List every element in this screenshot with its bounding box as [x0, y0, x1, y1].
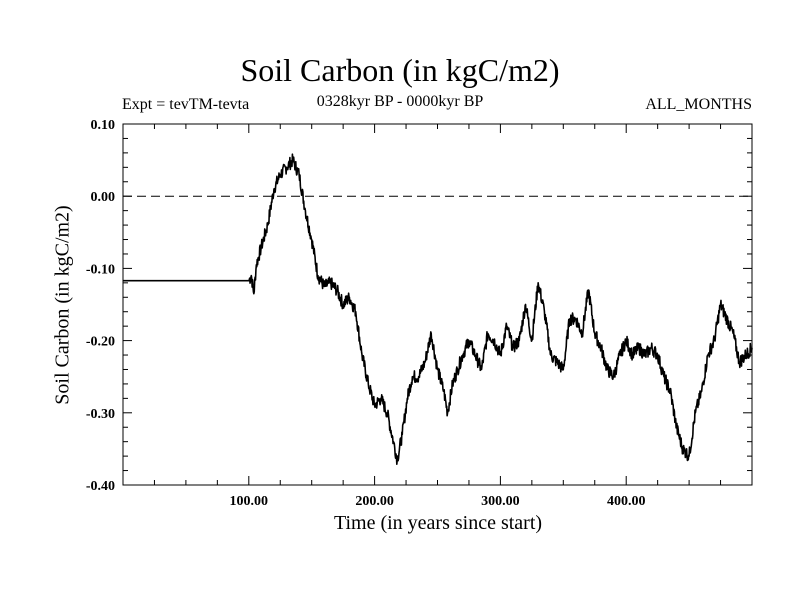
y-axis-label: Soil Carbon (in kgC/m2): [51, 205, 74, 405]
x-tick-label: 300.00: [481, 494, 520, 509]
x-tick-label: 200.00: [355, 494, 394, 509]
y-tick-label: -0.40: [86, 479, 115, 494]
series-line: [123, 153, 753, 465]
y-tick-label: 0.10: [91, 118, 116, 133]
x-axis-label: Time (in years since start): [333, 512, 543, 534]
plot-frame: [122, 123, 753, 486]
y-tick-label: 0.00: [91, 190, 116, 205]
y-tick-label: -0.20: [86, 335, 115, 350]
months-label: ALL_MONTHS: [645, 96, 752, 113]
experiment-label: Expt = tevTM-tevta: [122, 96, 250, 113]
y-tick-label: -0.30: [86, 407, 115, 422]
chart-title: Soil Carbon (in kgC/m2): [240, 52, 560, 88]
period-label: 0328kyr BP - 0000kyr BP: [316, 93, 484, 110]
x-tick-label: 100.00: [230, 494, 269, 509]
x-tick-label: 400.00: [607, 494, 646, 509]
tick-layer: 100.00 200.00 300.00 400.00 0.10 0.00 -0.10 -0.…: [86, 118, 752, 509]
y-tick-label: -0.10: [86, 262, 115, 277]
